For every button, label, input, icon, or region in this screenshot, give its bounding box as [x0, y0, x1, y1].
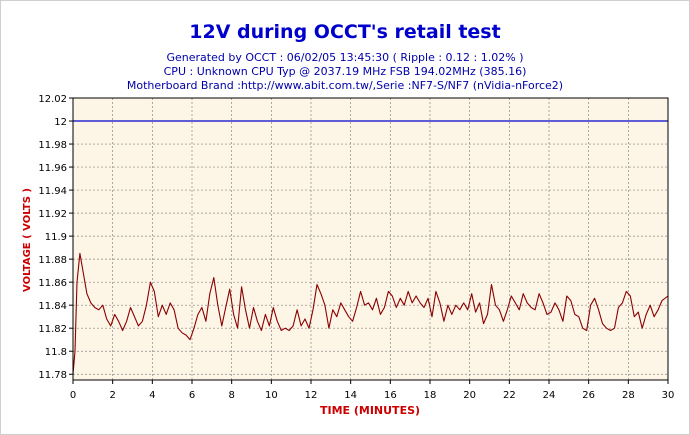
x-tick-label: 6 — [189, 390, 195, 401]
x-tick-label: 18 — [424, 390, 437, 401]
y-tick-label: 11.86 — [38, 278, 67, 289]
y-tick-label: 11.92 — [38, 209, 67, 220]
y-axis-label: VOLTAGE ( VOLTS ) — [22, 188, 33, 292]
x-tick-label: 26 — [582, 390, 595, 401]
y-tick-label: 11.88 — [38, 255, 67, 266]
y-tick-label: 11.84 — [38, 301, 67, 312]
y-tick-label: 11.78 — [38, 370, 67, 381]
x-tick-label: 30 — [662, 390, 675, 401]
y-tick-label: 11.94 — [38, 186, 67, 197]
x-tick-label: 10 — [265, 390, 278, 401]
chart-title: 12V during OCCT's retail test — [189, 21, 500, 43]
y-tick-label: 11.82 — [38, 324, 67, 335]
plot-area — [73, 98, 668, 380]
y-tick-label: 11.98 — [38, 140, 67, 151]
subtitle-motherboard: Motherboard Brand :http://www.abit.com.t… — [127, 79, 563, 92]
x-tick-label: 24 — [543, 390, 556, 401]
x-axis-label: TIME (MINUTES) — [320, 404, 420, 417]
x-tick-label: 2 — [109, 390, 115, 401]
y-tick-label: 11.9 — [45, 232, 67, 243]
y-tick-label: 11.8 — [45, 347, 67, 358]
voltage-series-line — [72, 252, 669, 375]
x-tick-label: 8 — [228, 390, 234, 401]
x-tick-label: 12 — [305, 390, 318, 401]
x-tick-label: 22 — [503, 390, 516, 401]
subtitle-cpu: CPU : Unknown CPU Typ @ 2037.19 MHz FSB … — [164, 65, 527, 78]
x-tick-label: 20 — [463, 390, 476, 401]
x-tick-label: 14 — [344, 390, 357, 401]
subtitle-generated: Generated by OCCT : 06/02/05 13:45:30 ( … — [167, 51, 524, 64]
x-tick-label: 0 — [70, 390, 76, 401]
y-tick-label: 12.02 — [38, 94, 67, 105]
x-tick-label: 28 — [622, 390, 635, 401]
y-tick-label: 12 — [54, 117, 67, 128]
y-tick-label: 11.96 — [38, 163, 67, 174]
plot-border — [72, 97, 669, 381]
x-tick-label: 16 — [384, 390, 397, 401]
x-tick-label: 4 — [149, 390, 155, 401]
